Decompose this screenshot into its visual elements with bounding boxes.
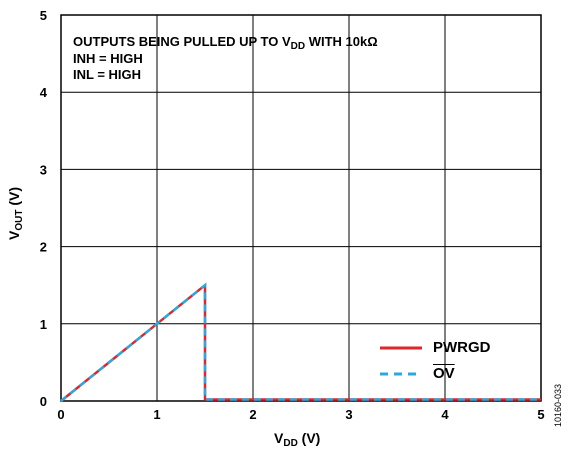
x-tick-label-0: 0 bbox=[57, 407, 64, 422]
plot-frame bbox=[60, 14, 542, 402]
annotation-line-2: INH = HIGH bbox=[73, 51, 143, 66]
legend bbox=[380, 346, 422, 376]
series-line-ov bbox=[60, 282, 541, 402]
x-tick-label-3: 3 bbox=[345, 407, 352, 422]
figure-id: 10160-033 bbox=[553, 383, 563, 427]
x-tick-label-2: 2 bbox=[249, 407, 256, 422]
annotation-line-3: INL = HIGH bbox=[73, 67, 142, 82]
y-tick-label-3: 3 bbox=[40, 162, 47, 177]
legend-label-pwrgd: PWRGD bbox=[433, 339, 491, 356]
tick-labels: 0 1 2 3 4 5 0 1 2 3 4 5 bbox=[40, 8, 545, 422]
y-tick-label-0: 0 bbox=[40, 394, 47, 409]
x-tick-label-5: 5 bbox=[537, 407, 544, 422]
annotation-line-1: OUTPUTS BEING PULLED UP TO VDD WITH 10kΩ bbox=[73, 34, 378, 52]
x-tick-label-4: 4 bbox=[441, 407, 449, 422]
y-axis-label: VOUT (V) bbox=[6, 186, 25, 240]
x-axis-label: VDD (V) bbox=[274, 430, 321, 449]
x-tick-label-1: 1 bbox=[153, 407, 160, 422]
series-lines bbox=[60, 282, 541, 402]
legend-label-ov: OV bbox=[433, 365, 455, 382]
grid bbox=[61, 15, 541, 401]
y-tick-label-1: 1 bbox=[40, 317, 47, 332]
y-tick-label-5: 5 bbox=[40, 8, 47, 23]
y-tick-label-2: 2 bbox=[40, 240, 47, 255]
y-tick-label-4: 4 bbox=[40, 85, 48, 100]
